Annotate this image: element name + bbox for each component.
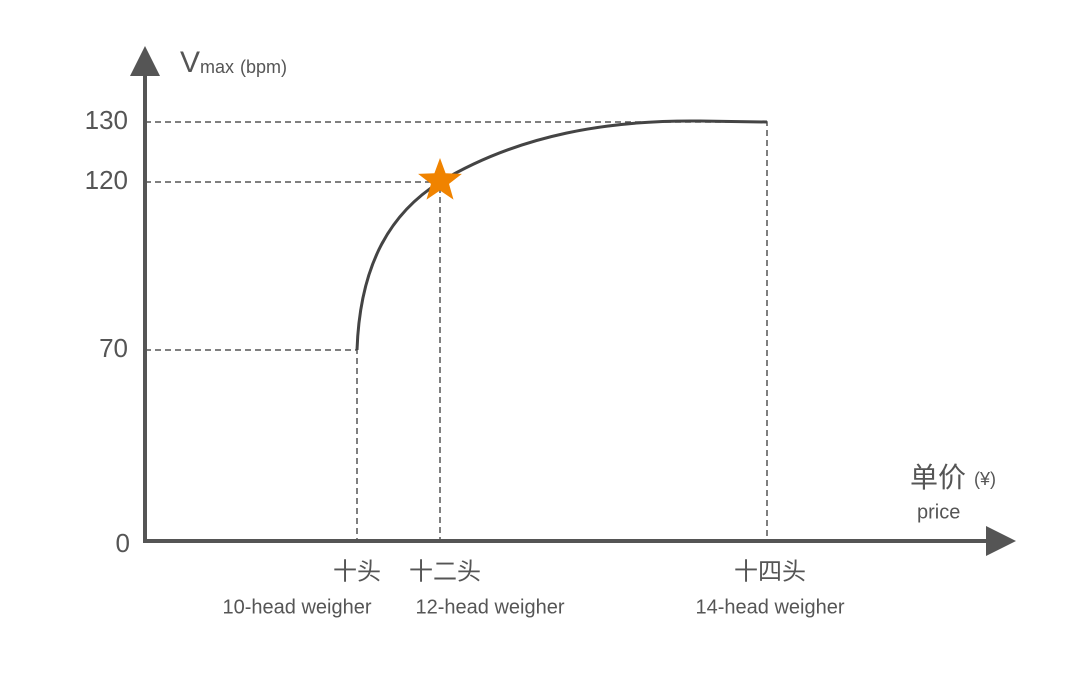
category-label: 十四头	[734, 558, 806, 585]
x-axis-title-en: price	[917, 501, 960, 523]
category-label-en: 10-head weigher	[223, 596, 372, 618]
y-tick-label: 120	[85, 165, 128, 195]
category-label: 十头	[333, 558, 381, 585]
x-arrow	[986, 526, 1016, 556]
y-arrow	[130, 46, 160, 76]
x-axis-title: 单价 (¥)	[910, 462, 996, 493]
y-tick-label: 70	[99, 333, 128, 363]
category-label: 十二头	[409, 558, 481, 585]
category-label-en: 14-head weigher	[696, 596, 845, 618]
category-label-en: 12-head weigher	[416, 596, 565, 618]
y-tick-label: 0	[116, 528, 130, 558]
y-tick-label: 130	[85, 105, 128, 135]
star-marker	[418, 158, 462, 200]
y-axis-title: Vmax (bpm)	[180, 46, 287, 79]
